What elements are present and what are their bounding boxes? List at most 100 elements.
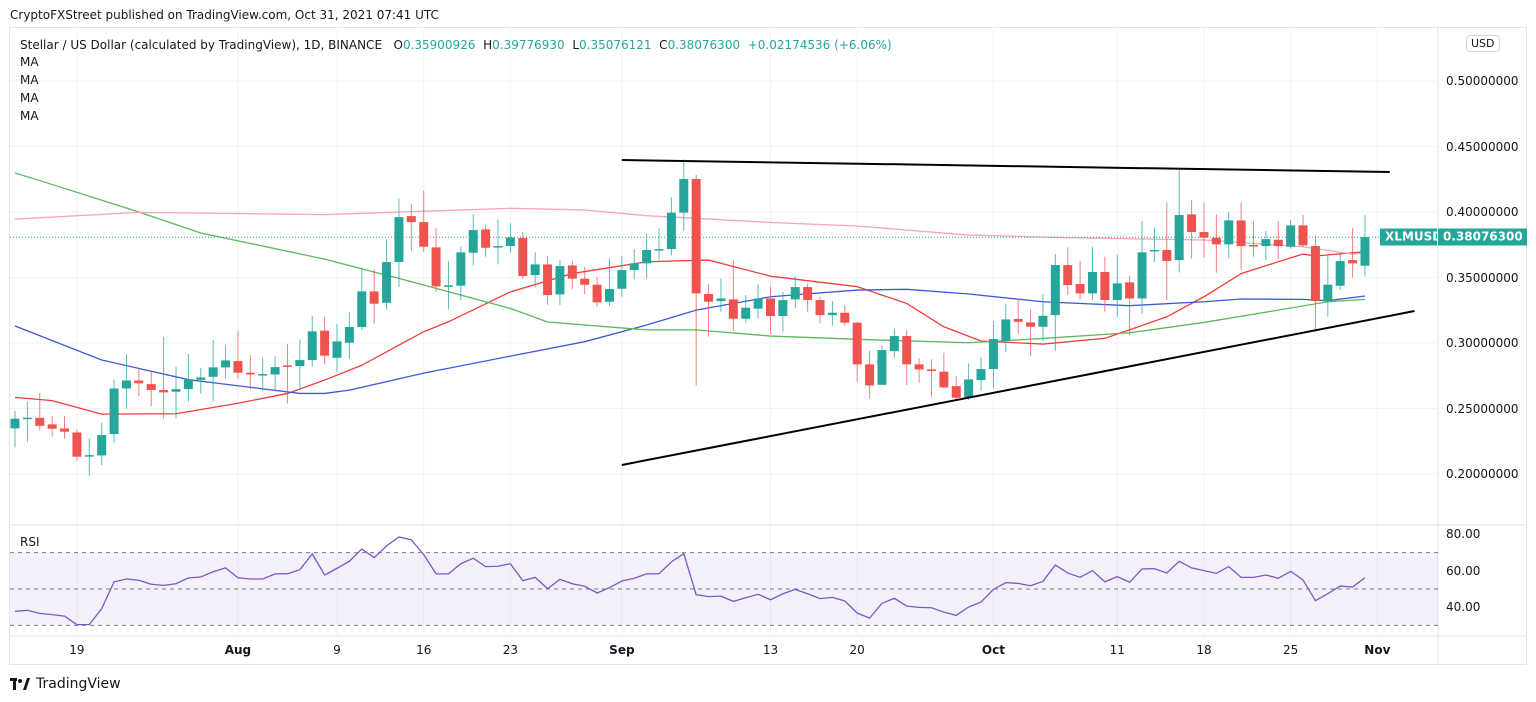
candle-up xyxy=(988,339,998,370)
moving-average-line-ma_fast xyxy=(14,251,1366,415)
candle-down xyxy=(282,365,292,367)
low-value: 0.35076121 xyxy=(579,38,652,52)
ma-indicator-label[interactable]: MA xyxy=(20,91,39,105)
candle-up xyxy=(307,331,317,361)
candle-up xyxy=(1087,271,1097,294)
candle-down xyxy=(431,247,441,287)
candle-up xyxy=(443,285,453,287)
candle-up xyxy=(976,369,986,381)
ma-indicator-label[interactable]: MA xyxy=(20,73,39,87)
candle-down xyxy=(369,291,379,304)
candle-up xyxy=(642,249,652,264)
open-label: O xyxy=(393,38,403,52)
candle-up xyxy=(741,307,751,319)
candle-down xyxy=(1298,225,1308,246)
currency-button[interactable]: USD xyxy=(1466,35,1500,52)
candle-down xyxy=(951,386,961,398)
time-tick-label: Nov xyxy=(1364,643,1391,657)
price-tick-label: 0.45000000 xyxy=(1446,139,1519,154)
open-value: 0.35900926 xyxy=(402,38,476,52)
candle-up xyxy=(270,367,280,375)
rsi-tick-label: 80.00 xyxy=(1446,527,1481,542)
candle-down xyxy=(1162,249,1172,261)
candle-up xyxy=(1001,319,1011,341)
rsi-label[interactable]: RSI xyxy=(20,535,40,549)
close-value: 0.38076300 xyxy=(667,38,741,52)
candle-up xyxy=(456,252,466,286)
candle-up xyxy=(171,389,181,392)
candle-down xyxy=(1348,260,1358,264)
candle-up xyxy=(604,289,614,302)
candle-down xyxy=(245,372,255,375)
close-label: C xyxy=(659,38,668,52)
ma-indicator-label[interactable]: MA xyxy=(20,109,39,123)
candle-up xyxy=(493,246,503,248)
candle-up xyxy=(679,178,689,213)
candle-down xyxy=(926,369,936,372)
candle-up xyxy=(357,291,367,328)
rsi-tick-label: 60.00 xyxy=(1446,563,1481,578)
candle-down xyxy=(815,300,825,316)
candle-down xyxy=(914,364,924,370)
time-tick-label: 23 xyxy=(502,643,519,657)
candle-down xyxy=(803,287,813,301)
candle-up xyxy=(1149,249,1159,252)
candle-down xyxy=(1187,214,1197,233)
candle-down xyxy=(592,284,602,303)
candle-up xyxy=(10,418,20,429)
candle-up xyxy=(258,374,268,376)
candle-up xyxy=(332,341,342,358)
footer-brand[interactable]: TradingView xyxy=(10,676,121,692)
candle-down xyxy=(691,178,701,294)
moving-average-line-ma_long xyxy=(14,207,1366,255)
candle-up xyxy=(394,217,404,263)
high-label: H xyxy=(483,38,493,52)
time-tick-label: Aug xyxy=(224,643,252,657)
candle-up xyxy=(1360,237,1370,266)
low-label: L xyxy=(572,38,579,52)
candle-up xyxy=(790,287,800,300)
symbol-title: Stellar / US Dollar (calculated by Tradi… xyxy=(20,38,383,52)
candle-up xyxy=(84,455,94,457)
symbol-legend: Stellar / US Dollar (calculated by Tradi… xyxy=(20,38,892,52)
last-price-tag: 0.38076300 xyxy=(1438,228,1527,246)
candle-down xyxy=(1013,319,1023,322)
tradingview-logo-icon xyxy=(10,678,30,690)
candle-down xyxy=(840,312,850,323)
high-value: 0.39776930 xyxy=(492,38,565,52)
candle-up xyxy=(1286,225,1296,247)
candle-up xyxy=(666,212,676,250)
price-tick-label: 0.35000000 xyxy=(1446,270,1519,285)
candle-up xyxy=(468,230,478,253)
time-tick-label: 25 xyxy=(1283,643,1299,657)
candle-down xyxy=(146,384,156,391)
candle-up xyxy=(22,417,32,420)
candle-up xyxy=(121,380,131,389)
candle-up xyxy=(877,350,887,385)
candle-down xyxy=(902,336,912,365)
price-tick-label: 0.40000000 xyxy=(1446,205,1519,219)
candle-down xyxy=(419,222,429,247)
candle-up xyxy=(530,264,540,276)
candle-up xyxy=(778,300,788,317)
candle-down xyxy=(852,322,862,365)
ticker-tag: XLMUSD xyxy=(1380,228,1442,246)
candle-down xyxy=(47,424,57,429)
candle-up xyxy=(1038,315,1048,327)
trendline xyxy=(621,310,1415,466)
candle-down xyxy=(1273,239,1283,247)
candle-down xyxy=(939,371,949,388)
candle-up xyxy=(109,388,119,435)
time-tick-label: 18 xyxy=(1196,643,1212,657)
chart-frame xyxy=(9,27,1527,665)
candle-up xyxy=(629,263,639,271)
candle-down xyxy=(567,265,577,279)
candle-up xyxy=(1323,284,1333,302)
candle-up xyxy=(1050,265,1060,316)
ma-indicator-label[interactable]: MA xyxy=(20,55,39,69)
candle-up xyxy=(505,237,515,247)
time-tick-label: 19 xyxy=(69,643,85,657)
time-tick-label: Oct xyxy=(981,643,1005,657)
candle-down xyxy=(1310,246,1320,302)
